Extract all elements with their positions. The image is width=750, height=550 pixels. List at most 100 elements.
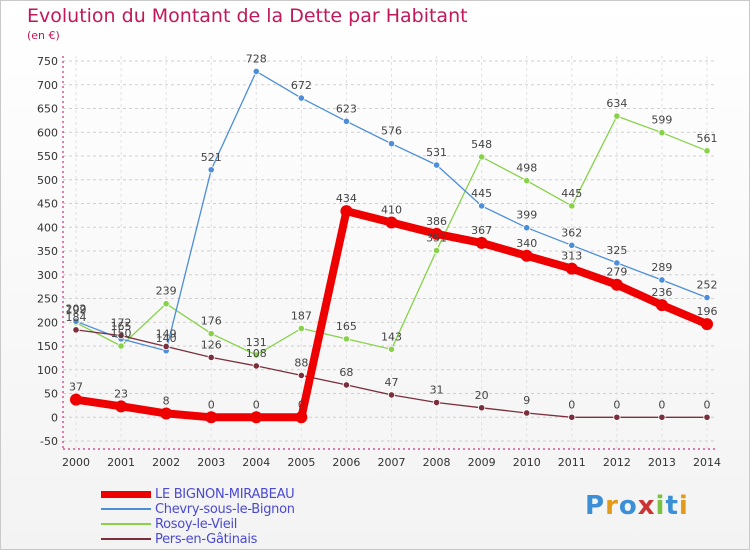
data-label-le-bignon-mirabeau: 0 [253,398,260,411]
data-point-rosoy-le-vieil [703,147,711,155]
data-label-chevry-sous-le-bignon: 202 [66,302,87,315]
data-label-rosoy-le-vieil: 634 [606,97,627,110]
data-point-chevry-sous-le-bignon [342,117,351,125]
data-point-rosoy-le-vieil [613,112,621,120]
data-point-le-bignon-mirabeau [610,278,623,291]
y-tick-label: 700 [37,79,58,92]
x-tick-label: 2012 [603,456,631,469]
x-tick-label: 2010 [513,456,541,469]
legend-item-rosoy-le-vieil: Rosoy-le-Vieil [101,516,237,532]
data-point-le-bignon-mirabeau [475,236,488,249]
y-tick-label: 300 [37,269,58,282]
legend-swatch [101,508,151,510]
data-point-pers-en-g-tinais [342,381,351,389]
data-point-le-bignon-mirabeau [295,411,308,424]
data-label-rosoy-le-vieil: 176 [201,315,222,328]
x-tick-label: 2007 [378,456,406,469]
data-point-pers-en-g-tinais [387,391,396,399]
data-label-rosoy-le-vieil: 239 [156,285,177,298]
data-label-rosoy-le-vieil: 150 [111,327,132,340]
data-point-rosoy-le-vieil [342,335,351,343]
data-label-pers-en-g-tinais: 88 [294,356,308,369]
x-tick-label: 2004 [242,456,270,469]
data-label-chevry-sous-le-bignon: 289 [651,261,672,274]
logo-letter: o [618,491,638,521]
data-point-le-bignon-mirabeau [520,249,533,262]
data-label-chevry-sous-le-bignon: 728 [246,52,267,65]
data-label-rosoy-le-vieil: 498 [516,162,537,175]
x-tick-label: 2006 [332,456,360,469]
data-point-rosoy-le-vieil [478,153,486,161]
logo-letter: r [605,491,619,521]
data-label-rosoy-le-vieil: 445 [561,187,582,200]
data-point-pers-en-g-tinais [478,404,486,412]
logo-letter: i [655,491,666,521]
legend-item-chevry-sous-le-bignon: Chevry-sous-le-Bignon [101,501,295,517]
chart-title: Evolution du Montant de la Dette par Hab… [27,5,468,27]
data-label-pers-en-g-tinais: 172 [111,317,132,330]
y-tick-label: 600 [37,126,58,139]
legend-label: Chevry-sous-le-Bignon [155,501,295,517]
data-label-chevry-sous-le-bignon: 140 [156,332,177,345]
data-point-pers-en-g-tinais [432,398,441,407]
data-label-chevry-sous-le-bignon: 672 [291,79,312,92]
data-point-rosoy-le-vieil [162,300,170,308]
data-point-le-bignon-mirabeau [340,205,353,218]
data-point-chevry-sous-le-bignon [523,224,531,232]
logo-letter: t [665,491,679,521]
data-point-pers-en-g-tinais [613,413,621,421]
x-tick-label: 2011 [558,456,586,469]
data-label-pers-en-g-tinais: 149 [156,327,177,340]
data-point-rosoy-le-vieil [523,177,531,185]
data-label-pers-en-g-tinais: 0 [613,398,620,411]
data-point-chevry-sous-le-bignon [207,166,215,174]
data-label-pers-en-g-tinais: 126 [201,338,222,351]
y-tick-label: 550 [37,150,58,163]
data-point-chevry-sous-le-bignon [658,276,666,284]
data-point-pers-en-g-tinais [162,342,170,351]
series-line-rosoy-le-vieil [75,115,708,356]
data-point-chevry-sous-le-bignon [568,241,576,249]
x-tick-label: 2008 [423,456,451,469]
data-point-rosoy-le-vieil [117,342,125,350]
x-tick-label: 2014 [693,456,721,469]
data-label-rosoy-le-vieil: 599 [651,114,672,127]
logo-letter: P [585,491,606,521]
data-point-pers-en-g-tinais [117,331,125,340]
data-label-chevry-sous-le-bignon: 521 [201,151,222,164]
logo-letter: i [678,491,689,521]
y-tick-label: 50 [44,388,58,401]
legend-swatch [101,490,151,498]
data-point-chevry-sous-le-bignon [72,317,80,325]
legend-item-le-bignon-mirabeau: LE BIGNON-MIRABEAU [101,486,295,502]
data-label-le-bignon-mirabeau: 37 [69,381,83,394]
data-point-rosoy-le-vieil [252,351,260,359]
data-label-chevry-sous-le-bignon: 445 [471,187,492,200]
data-point-le-bignon-mirabeau [655,299,668,312]
data-point-pers-en-g-tinais [703,413,711,421]
data-point-pers-en-g-tinais [658,413,666,421]
data-point-rosoy-le-vieil [658,129,666,137]
data-point-pers-en-g-tinais [297,371,305,380]
x-tick-label: 2009 [468,456,496,469]
x-tick-label: 2001 [107,456,135,469]
x-tick-label: 2005 [287,456,315,469]
legend-item-pers-en-gatinais: Pers-en-Gâtinais [101,531,257,547]
data-label-chevry-sous-le-bignon: 362 [561,226,582,239]
data-label-chevry-sous-le-bignon: 399 [516,209,537,222]
y-tick-label: 100 [37,364,58,377]
y-tick-label: 0 [51,411,58,424]
data-point-pers-en-g-tinais [207,353,215,361]
data-point-rosoy-le-vieil [387,345,396,353]
data-point-chevry-sous-le-bignon [478,202,486,210]
legend-swatch [101,523,151,525]
data-label-pers-en-g-tinais: 0 [704,398,711,411]
data-point-chevry-sous-le-bignon [252,67,260,76]
y-tick-label: 500 [37,174,58,187]
data-label-le-bignon-mirabeau: 313 [561,250,582,263]
data-label-chevry-sous-le-bignon: 623 [336,102,357,115]
data-label-pers-en-g-tinais: 184 [66,311,87,324]
data-label-pers-en-g-tinais: 31 [430,384,444,397]
